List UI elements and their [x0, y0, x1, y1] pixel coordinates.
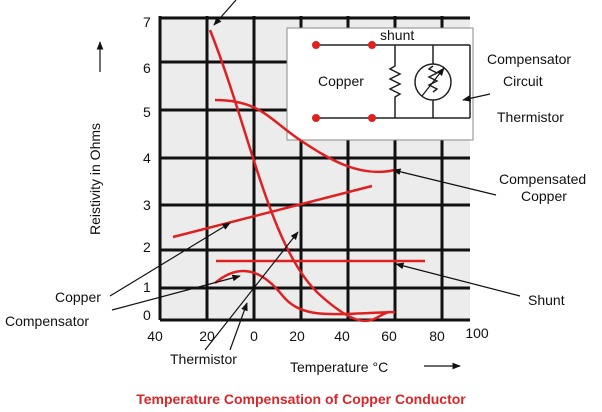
x-tick: 20: [199, 328, 215, 344]
y-tick: 6: [143, 60, 151, 76]
x-tick: 60: [381, 328, 397, 344]
label-copper: Copper: [55, 289, 101, 305]
y-tick: 4: [143, 150, 151, 166]
label-thermistor: Thermistor: [497, 109, 564, 125]
y-tick: 2: [143, 239, 151, 255]
y-tick: 5: [143, 104, 151, 120]
x-tick: 100: [465, 325, 489, 341]
x-tick: 80: [429, 328, 445, 344]
label-circuit: Circuit: [503, 73, 543, 89]
label-compensated: Compensated: [499, 171, 586, 187]
x-tick: 40: [147, 328, 163, 344]
x-tick: 20: [289, 328, 305, 344]
y-tick: 3: [143, 197, 151, 213]
label-compensator: Compensator: [5, 313, 89, 329]
label-thermistor: Thermistor: [170, 351, 237, 367]
x-ticks: 40 20 0 20 40 60 80 100: [147, 325, 489, 344]
inset-copper: Copper: [318, 73, 364, 89]
y-tick: 1: [143, 279, 151, 295]
x-axis-label: Temperature °C: [290, 359, 388, 375]
label-compensator: Compensator: [487, 51, 571, 67]
circuit: [312, 41, 471, 122]
arrows: [109, 0, 521, 351]
x-tick: 40: [334, 328, 350, 344]
x-tick: 0: [250, 328, 258, 344]
label-copper: Copper: [521, 188, 567, 204]
y-ticks: 7 6 5 4 3 2 1 0: [143, 14, 151, 323]
y-tick: 0: [143, 307, 151, 323]
y-tick: 7: [143, 14, 151, 30]
inset-shunt: shunt: [380, 27, 414, 43]
curves: [172, 29, 425, 323]
y-axis-label: Reistivity in Ohms: [87, 123, 103, 235]
label-shunt: Shunt: [528, 292, 565, 308]
title: Temperature Compensation of Copper Condu…: [136, 391, 466, 407]
